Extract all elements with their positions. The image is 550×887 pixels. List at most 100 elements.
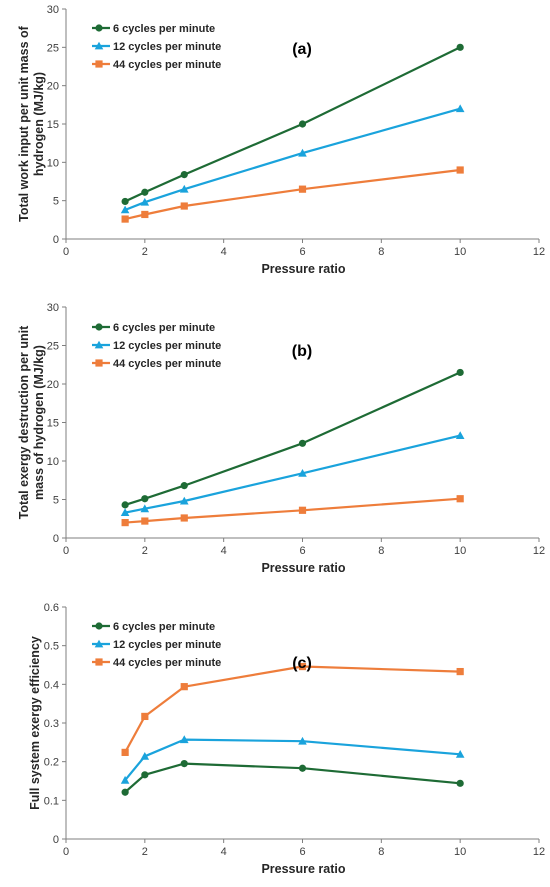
y-tick-label: 30	[47, 302, 59, 314]
panel-label: (b)	[292, 343, 312, 360]
y-tick-label: 0.3	[44, 718, 59, 730]
data-point	[141, 210, 149, 219]
data-point	[121, 215, 129, 223]
x-tick-label: 2	[142, 545, 148, 557]
data-point	[140, 504, 150, 513]
data-point	[456, 667, 464, 676]
data-point	[298, 662, 307, 671]
y-tick-label: 0.6	[44, 602, 59, 614]
legend-swatch-marker	[95, 323, 103, 331]
y-tick-label: 0.1	[44, 795, 59, 807]
data-point	[298, 185, 307, 193]
series-line-1	[124, 371, 461, 506]
data-point	[456, 166, 464, 174]
data-point	[298, 506, 307, 514]
data-point	[456, 779, 464, 787]
y-tick-label: 5	[53, 196, 59, 208]
y-axis-title-line: Total work input per unit mass of	[17, 25, 31, 221]
legend-swatch-marker	[94, 639, 104, 648]
panel-label: (a)	[292, 41, 312, 58]
data-point	[120, 775, 130, 784]
data-point	[121, 501, 129, 509]
data-point	[298, 469, 307, 477]
data-point	[141, 517, 149, 525]
y-tick-label: 0.4	[44, 679, 59, 691]
data-point	[121, 197, 129, 206]
data-point	[140, 752, 150, 760]
chart-panel-1: 0 5 10 15 20 25 30 0 2 4 6 8 10 12 Pressure ratio Total…	[17, 4, 545, 276]
legend-swatch-marker	[95, 622, 103, 630]
x-tick-label: 4	[221, 246, 227, 258]
y-tick-label: 15	[47, 119, 59, 131]
x-tick-label: 6	[299, 246, 305, 258]
x-tick-label: 0	[63, 246, 69, 258]
data-point	[180, 171, 188, 179]
legend-label: 6 cycles per minute	[113, 322, 215, 334]
data-point	[180, 683, 188, 691]
x-tick-label: 2	[142, 846, 148, 858]
data-point	[298, 120, 307, 128]
x-tick-label: 10	[454, 846, 466, 858]
legend-label: 6 cycles per minute	[113, 23, 215, 35]
y-tick-label: 0	[53, 533, 59, 545]
data-point	[121, 788, 129, 796]
legend-swatch-marker	[95, 359, 103, 367]
x-axis-title: Pressure ratio	[261, 262, 345, 276]
legend-label: 44 cycles per minute	[113, 657, 221, 669]
data-point	[298, 439, 307, 447]
chart-panel-3: 0 0.1 0.2 0.3 0.4 0.5 0.6 0 2 4 6 8 10 12 Pressure rat…	[28, 602, 545, 876]
data-point	[180, 760, 188, 768]
x-tick-label: 0	[63, 846, 69, 858]
data-point	[456, 43, 464, 51]
x-tick-label: 8	[378, 545, 384, 557]
legend-swatch-marker	[94, 340, 104, 349]
series-line-2	[124, 738, 461, 781]
series-line-3	[124, 168, 461, 221]
y-tick-label: 25	[47, 42, 59, 54]
x-tick-label: 4	[221, 545, 227, 557]
chart-panel-2: 0 5 10 15 20 25 30 0 2 4 6 8 10 12 Pressure ratio Total…	[17, 302, 545, 575]
legend-swatch-marker	[95, 60, 103, 68]
x-tick-label: 2	[142, 246, 148, 258]
x-tick-label: 8	[378, 246, 384, 258]
y-tick-label: 30	[47, 4, 59, 16]
x-tick-label: 12	[533, 846, 545, 858]
x-tick-label: 4	[221, 846, 227, 858]
data-point	[179, 184, 189, 193]
x-tick-label: 0	[63, 545, 69, 557]
x-axis-title: Pressure ratio	[261, 561, 345, 575]
data-point	[180, 482, 188, 490]
data-point	[121, 519, 129, 527]
data-point	[179, 496, 189, 505]
legend-swatch-marker	[95, 24, 103, 32]
y-tick-label: 0.2	[44, 757, 59, 769]
x-tick-label: 10	[454, 545, 466, 557]
y-axis-title-line: Total exergy destruction per unit	[17, 325, 31, 519]
panel-label: (c)	[292, 655, 312, 672]
legend-label: 44 cycles per minute	[113, 358, 221, 370]
y-tick-label: 10	[47, 157, 59, 169]
y-tick-label: 20	[47, 379, 59, 391]
y-tick-label: 20	[47, 81, 59, 93]
y-tick-label: 0.5	[44, 641, 59, 653]
legend-label: 12 cycles per minute	[113, 41, 221, 53]
y-axis-title-line: mass of hydrogen (MJ/kg)	[32, 345, 46, 500]
legend-label: 12 cycles per minute	[113, 340, 221, 352]
data-point	[456, 368, 464, 377]
data-point	[455, 104, 465, 113]
data-point	[455, 750, 465, 758]
data-point	[141, 188, 149, 196]
x-tick-label: 6	[299, 846, 305, 858]
data-point	[141, 771, 149, 779]
x-tick-label: 6	[299, 545, 305, 557]
y-tick-label: 10	[47, 456, 59, 468]
y-tick-label: 0	[53, 834, 59, 846]
series-line-3	[124, 665, 461, 753]
data-point	[180, 514, 188, 522]
data-point	[298, 148, 307, 157]
data-point	[180, 202, 188, 210]
data-point	[120, 508, 130, 516]
data-point	[120, 205, 130, 214]
